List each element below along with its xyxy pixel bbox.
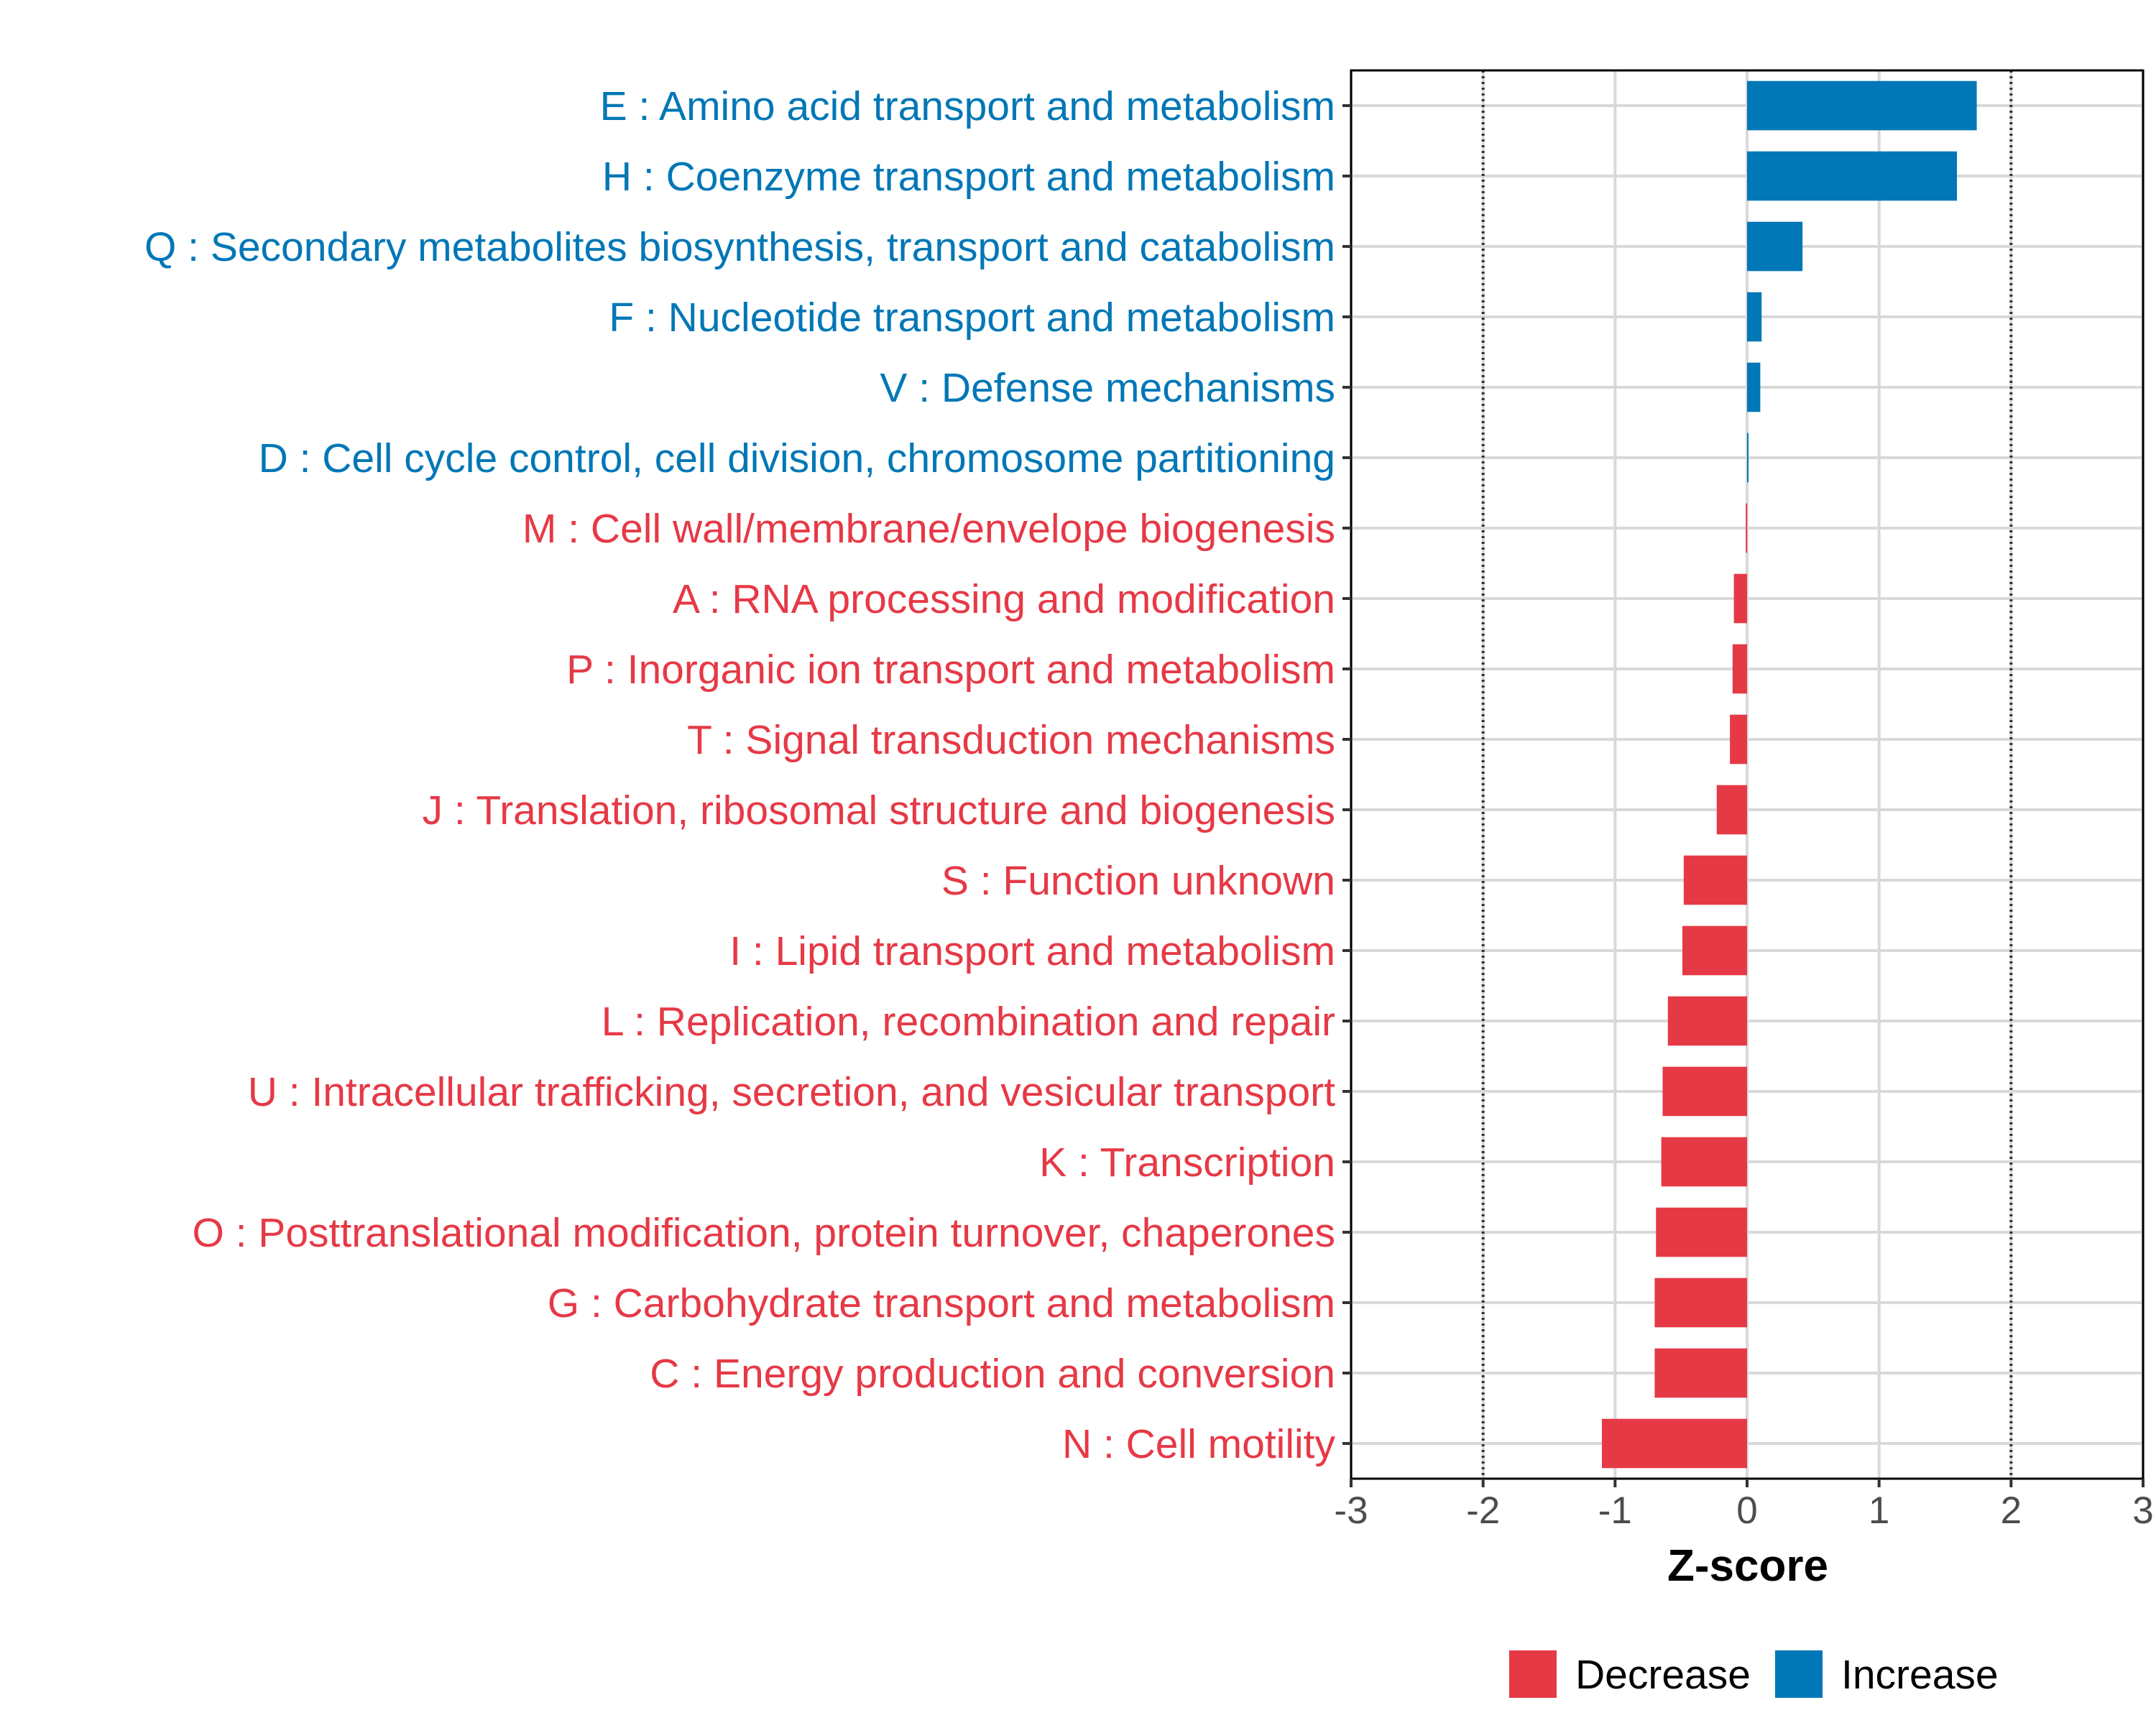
legend-label: Decrease xyxy=(1575,1652,1751,1698)
category-label: P : Inorganic ion transport and metaboli… xyxy=(566,647,1335,693)
x-axis-title: Z-score xyxy=(1667,1541,1828,1591)
x-tick-label: -1 xyxy=(1598,1489,1632,1532)
bar xyxy=(1683,855,1747,905)
x-tick-label: 3 xyxy=(2132,1489,2153,1532)
legend: Decrease Increase xyxy=(1509,1650,1999,1698)
bar xyxy=(1661,1137,1747,1187)
bar xyxy=(1716,785,1747,835)
category-label: G : Carbohydrate transport and metabolis… xyxy=(548,1280,1335,1326)
bar xyxy=(1747,80,1977,131)
category-label: E : Amino acid transport and metabolism xyxy=(600,83,1335,129)
category-label: L : Replication, recombination and repai… xyxy=(602,999,1335,1045)
category-label: J : Translation, ribosomal structure and… xyxy=(423,787,1335,833)
bar xyxy=(1654,1277,1747,1328)
category-label: U : Intracellular trafficking, secretion… xyxy=(248,1069,1335,1115)
axis-layer: -3 -2 -1 0 1 2 3 xyxy=(1334,104,2154,1532)
category-label: D : Cell cycle control, cell division, c… xyxy=(259,435,1335,481)
category-label: S : Function unknown xyxy=(941,858,1335,904)
category-label: Q : Secondary metabolites biosynthesis, … xyxy=(144,224,1335,270)
category-label: F : Nucleotide transport and metabolism xyxy=(609,295,1335,341)
bar xyxy=(1730,714,1747,764)
x-tick-label: -3 xyxy=(1334,1489,1368,1532)
bar xyxy=(1746,503,1748,553)
category-label: K : Transcription xyxy=(1039,1140,1335,1186)
category-label: O : Posttranslational modification, prot… xyxy=(192,1210,1335,1256)
bar xyxy=(1601,1418,1747,1469)
bar xyxy=(1662,1066,1747,1117)
category-label: A : RNA processing and modification xyxy=(673,576,1335,622)
legend-label: Increase xyxy=(1841,1652,1999,1698)
bar xyxy=(1747,292,1762,342)
label-layer: E : Amino acid transport and metabolism H… xyxy=(144,83,1336,1467)
category-label: N : Cell motility xyxy=(1062,1421,1336,1467)
bar-layer xyxy=(1601,80,1977,1469)
category-label: M : Cell wall/membrane/envelope biogenes… xyxy=(522,506,1335,552)
bar xyxy=(1667,996,1747,1046)
category-label: T : Signal transduction mechanisms xyxy=(687,717,1335,763)
bar xyxy=(1732,644,1747,694)
category-label: C : Energy production and conversion xyxy=(650,1351,1335,1397)
x-tick-label: 2 xyxy=(2001,1489,2022,1532)
x-tick-label: -2 xyxy=(1466,1489,1500,1532)
legend-key xyxy=(1509,1650,1557,1698)
bar xyxy=(1654,1348,1747,1398)
category-label: I : Lipid transport and metabolism xyxy=(729,928,1335,974)
bar xyxy=(1747,433,1749,483)
legend-key xyxy=(1775,1650,1823,1698)
category-label: V : Defense mechanisms xyxy=(880,365,1335,411)
bar xyxy=(1747,221,1803,272)
category-label: H : Coenzyme transport and metabolism xyxy=(602,154,1335,200)
grid-layer xyxy=(1350,70,2145,1479)
bar xyxy=(1733,573,1747,624)
bar xyxy=(1682,925,1747,976)
x-tick-label: 1 xyxy=(1869,1489,1889,1532)
bar xyxy=(1747,362,1761,412)
bar xyxy=(1656,1207,1747,1257)
x-tick-label: 0 xyxy=(1736,1489,1757,1532)
bar xyxy=(1747,151,1958,201)
